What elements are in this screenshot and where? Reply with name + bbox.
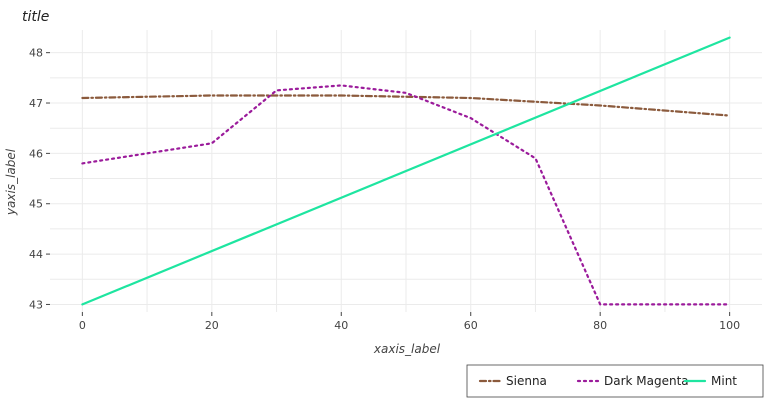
chart-title: title: [22, 9, 49, 25]
series-line-sienna: [81, 94, 731, 117]
series-line-mint: [81, 36, 731, 306]
y-tick-label: 45: [29, 198, 43, 211]
y-tick-label: 44: [29, 248, 43, 261]
y-tick-label: 48: [29, 47, 43, 60]
legend-label: Dark Magenta: [604, 374, 689, 388]
x-tick-label: 60: [464, 319, 478, 332]
y-tick-label: 47: [29, 97, 43, 110]
x-tick-label: 20: [205, 319, 219, 332]
y-axis-label: yaxis_label: [4, 148, 18, 216]
legend: Sienna Dark Magenta Mint: [466, 364, 764, 398]
series-line-dark-magenta: [81, 84, 731, 306]
legend-label: Mint: [711, 374, 737, 388]
x-tick-label: 40: [334, 319, 348, 332]
legend-label: Sienna: [506, 374, 547, 388]
series-layer: [81, 36, 731, 306]
y-tick-label: 43: [29, 298, 43, 311]
x-axis-ticks: 0 20 40 60 80 100: [79, 312, 740, 332]
x-tick-label: 80: [593, 319, 607, 332]
x-tick-label: 100: [719, 319, 740, 332]
legend-box: [466, 364, 764, 398]
x-tick-label: 0: [79, 319, 86, 332]
x-axis-label: xaxis_label: [373, 342, 441, 356]
y-axis-ticks: 43 44 45 46 47 48: [29, 47, 50, 311]
y-tick-label: 46: [29, 147, 43, 160]
grid: [50, 30, 762, 312]
